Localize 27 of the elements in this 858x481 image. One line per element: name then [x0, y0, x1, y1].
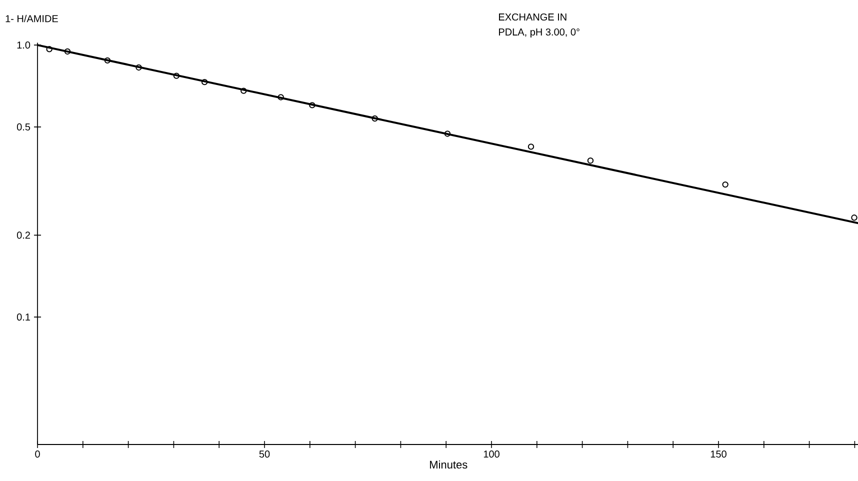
point	[46, 46, 52, 52]
point	[587, 158, 594, 164]
x-tick-label: 0	[35, 450, 40, 458]
x-tick-label: 100	[484, 450, 500, 458]
point	[851, 214, 858, 221]
x-tick-label: 50	[259, 450, 270, 458]
point	[372, 115, 378, 122]
text: EXCHANGE IN	[499, 13, 566, 21]
point	[722, 181, 728, 188]
y-tick-label: 1.0	[17, 42, 30, 49]
point	[444, 130, 451, 137]
point	[201, 78, 208, 86]
point	[64, 48, 71, 55]
point	[173, 72, 180, 79]
point	[136, 64, 142, 71]
point	[278, 94, 284, 100]
text: PDLA, pH 3.00, 0°	[499, 28, 580, 38]
point	[104, 57, 111, 64]
y-axis-title: 1- H/AMIDE	[6, 14, 58, 22]
y-tick-label: 0.1	[16, 314, 30, 321]
y-tick-label: 0.2	[16, 232, 30, 239]
point	[240, 88, 247, 94]
x-axis-title: Minutes	[430, 460, 468, 469]
point	[309, 102, 316, 108]
y-tick-label: 0.5	[16, 123, 30, 130]
point	[528, 144, 534, 150]
x-tick-label: 150	[710, 450, 726, 458]
